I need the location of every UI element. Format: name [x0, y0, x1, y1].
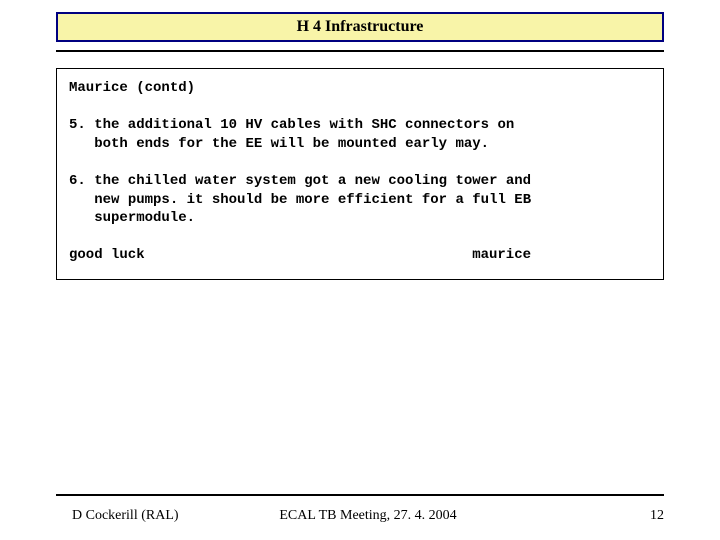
signoff-right: maurice	[472, 246, 531, 265]
content-header: Maurice (contd)	[69, 79, 651, 98]
list-item: 5. the additional 10 HV cables with SHC …	[69, 116, 651, 154]
title-bar: H 4 Infrastructure	[56, 12, 664, 42]
signoff-row: good luck maurice	[69, 246, 651, 265]
list-item: 6. the chilled water system got a new co…	[69, 172, 651, 229]
divider-bottom	[56, 494, 664, 496]
footer-author: D Cockerill (RAL)	[72, 508, 179, 524]
page-title: H 4 Infrastructure	[297, 18, 424, 36]
signoff-left: good luck	[69, 246, 145, 265]
divider-top	[56, 50, 664, 52]
page-number: 12	[650, 508, 664, 524]
content-box: Maurice (contd) 5. the additional 10 HV …	[56, 68, 664, 280]
footer: D Cockerill (RAL) ECAL TB Meeting, 27. 4…	[72, 508, 664, 524]
